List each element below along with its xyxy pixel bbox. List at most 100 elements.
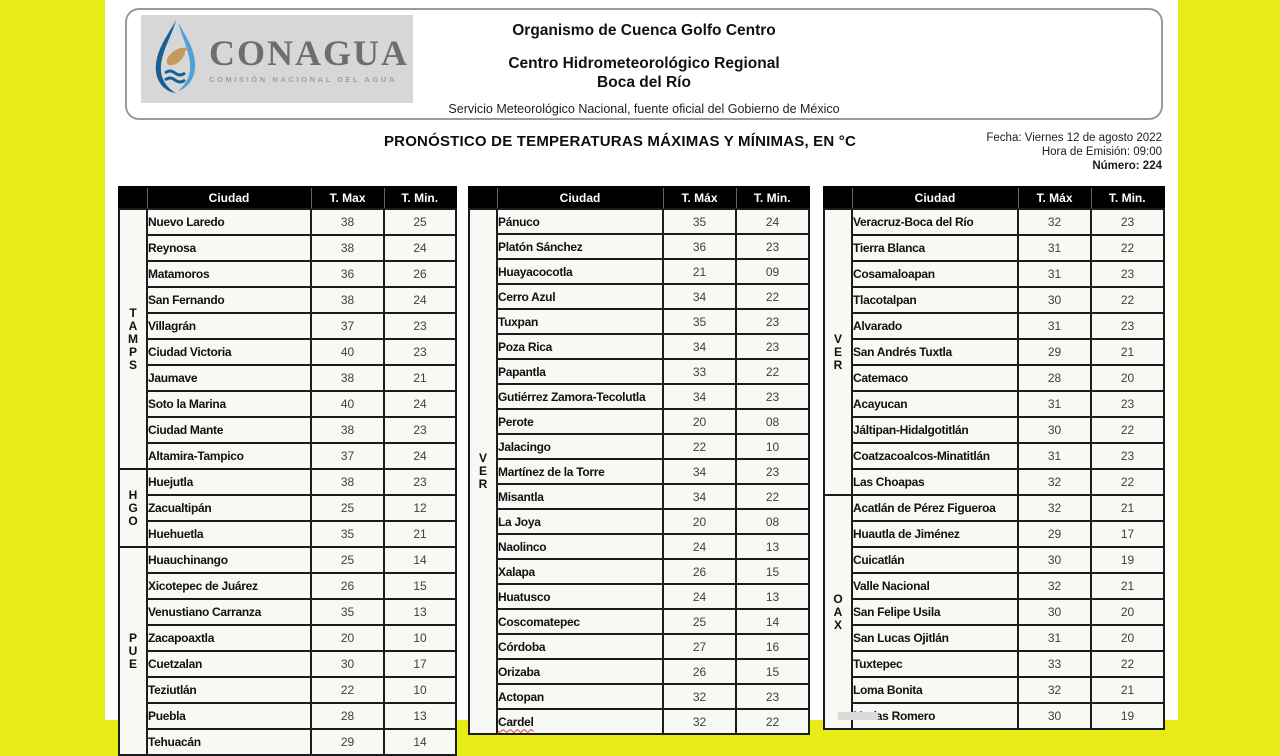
- city-cell: Huayacocotla: [496, 258, 664, 285]
- tmax-cell: 29: [1017, 338, 1092, 366]
- tmax-cell: 33: [1017, 650, 1092, 678]
- tmin-cell: 24: [383, 442, 457, 470]
- tmin-cell: 13: [383, 598, 457, 626]
- table-row: Jalacingo 22 10: [469, 433, 810, 460]
- city-cell: Las Choapas: [851, 468, 1019, 496]
- tmin-cell: 23: [383, 416, 457, 444]
- partial-element-below-fold: [838, 712, 878, 720]
- tmax-cell: 20: [662, 508, 737, 535]
- table-row: Coatzacoalcos-Minatitlán 31 23: [824, 442, 1165, 470]
- forecast-table: Ciudad T. Máx T. Min. V E R Pánuco 35 24 Platón S…: [468, 186, 810, 735]
- city-cell: Naolinco: [496, 533, 664, 560]
- tmin-cell: 24: [383, 390, 457, 418]
- tmin-cell: 10: [735, 433, 810, 460]
- document-page: CONAGUA COMISIÓN NACIONAL DEL AGUA Organ…: [105, 0, 1178, 756]
- tmax-cell: 37: [310, 442, 385, 470]
- table-row: Huehuetla 35 21: [119, 520, 457, 548]
- tmax-cell: 38: [310, 234, 385, 262]
- table-row: V E R Pánuco 35 24: [468, 208, 810, 735]
- tmin-cell: 14: [735, 608, 810, 635]
- tmax-cell: 35: [662, 308, 737, 335]
- city-cell: Huatusco: [496, 583, 664, 610]
- tmin-cell: 08: [735, 408, 810, 435]
- table-row: La Joya 20 08: [469, 508, 810, 535]
- tmin-cell: 12: [383, 494, 457, 522]
- tmax-cell: 38: [310, 208, 385, 236]
- tmin-cell: 23: [735, 383, 810, 410]
- table-row: Tuxtepec 33 22: [824, 650, 1165, 678]
- tmax-cell: 34: [662, 483, 737, 510]
- tmax-cell: 22: [310, 676, 385, 704]
- tmin-cell: 23: [1090, 390, 1165, 418]
- table-row: Ciudad Mante 38 23: [119, 416, 457, 444]
- tmin-cell: 10: [383, 676, 457, 704]
- city-cell: Villagrán: [146, 312, 312, 340]
- tmin-cell: 13: [735, 533, 810, 560]
- tmax-header: T. Max: [310, 187, 384, 209]
- tmin-cell: 19: [1090, 546, 1165, 574]
- tmax-cell: 25: [310, 546, 385, 574]
- table-row: Teziutlán 22 10: [119, 676, 457, 704]
- table-header-row: Ciudad T. Max T. Min.: [119, 187, 456, 209]
- tmin-cell: 24: [383, 234, 457, 262]
- city-header: Ciudad: [851, 187, 1018, 209]
- tmin-cell: 22: [735, 358, 810, 385]
- state-column-header: [469, 187, 497, 209]
- table-header-row: Ciudad T. Máx T. Min.: [469, 187, 809, 209]
- tmax-cell: 20: [310, 624, 385, 652]
- city-cell: Córdoba: [496, 633, 664, 660]
- tmax-cell: 30: [1017, 416, 1092, 444]
- table-row: Tlacotalpan 30 22: [824, 286, 1165, 314]
- tmin-cell: 22: [735, 708, 810, 735]
- table-row: Reynosa 38 24: [119, 234, 457, 262]
- tmax-cell: 25: [662, 608, 737, 635]
- tmin-cell: 23: [735, 308, 810, 335]
- table-row: Zacapoaxtla 20 10: [119, 624, 457, 652]
- city-cell: Loma Bonita: [851, 676, 1019, 704]
- city-cell: Soto la Marina: [146, 390, 312, 418]
- table-row: T A M P S Nuevo Laredo 38 25: [118, 208, 457, 470]
- table-row: Xicotepec de Juárez 26 15: [119, 572, 457, 600]
- table-row: Cardel 32 22: [469, 708, 810, 735]
- table-row: Cerro Azul 34 22: [469, 283, 810, 310]
- city-cell: Huauchinango: [146, 546, 312, 574]
- city-cell: Alvarado: [851, 312, 1019, 340]
- city-cell: Acayucan: [851, 390, 1019, 418]
- tmin-cell: 23: [735, 233, 810, 260]
- tmax-cell: 21: [662, 258, 737, 285]
- tmax-cell: 37: [310, 312, 385, 340]
- tmax-cell: 20: [662, 408, 737, 435]
- tmax-cell: 38: [310, 364, 385, 392]
- tmin-cell: 23: [1090, 260, 1165, 288]
- tmax-cell: 26: [662, 558, 737, 585]
- table-row: Córdoba 27 16: [469, 633, 810, 660]
- tmax-header: T. Máx: [1017, 187, 1091, 209]
- forecast-table: Ciudad T. Máx T. Min. V E R Veracruz-Boca del …: [823, 186, 1165, 730]
- city-cell: Gutiérrez Zamora-Tecolutla: [496, 383, 664, 410]
- city-cell: Huejutla: [146, 468, 312, 496]
- forecast-table-left: Ciudad T. Max T. Min. T A M P S Nuevo Laredo 38 25…: [118, 186, 457, 756]
- city-header: Ciudad: [496, 187, 663, 209]
- tmin-cell: 13: [383, 702, 457, 730]
- table-row: Zacualtipán 25 12: [119, 494, 457, 522]
- tmin-header: T. Min.: [383, 187, 456, 209]
- forecast-table-right: Ciudad T. Máx T. Min. V E R Veracruz-Boca del …: [823, 186, 1165, 730]
- tmin-cell: 23: [735, 683, 810, 710]
- tmin-cell: 23: [1090, 208, 1165, 236]
- city-cell: San Felipe Usila: [851, 598, 1019, 626]
- table-row: Misantla 34 22: [469, 483, 810, 510]
- table-row: Actopan 32 23: [469, 683, 810, 710]
- city-cell: Zacapoaxtla: [146, 624, 312, 652]
- table-row: Altamira-Tampico 37 24: [119, 442, 457, 470]
- table-row: Soto la Marina 40 24: [119, 390, 457, 418]
- city-cell: Teziutlán: [146, 676, 312, 704]
- tmax-cell: 30: [1017, 702, 1092, 730]
- table-row: Papantla 33 22: [469, 358, 810, 385]
- tmin-cell: 23: [1090, 442, 1165, 470]
- city-cell: Catemaco: [851, 364, 1019, 392]
- tmin-cell: 21: [1090, 338, 1165, 366]
- tmax-cell: 30: [1017, 286, 1092, 314]
- city-cell: Tierra Blanca: [851, 234, 1019, 262]
